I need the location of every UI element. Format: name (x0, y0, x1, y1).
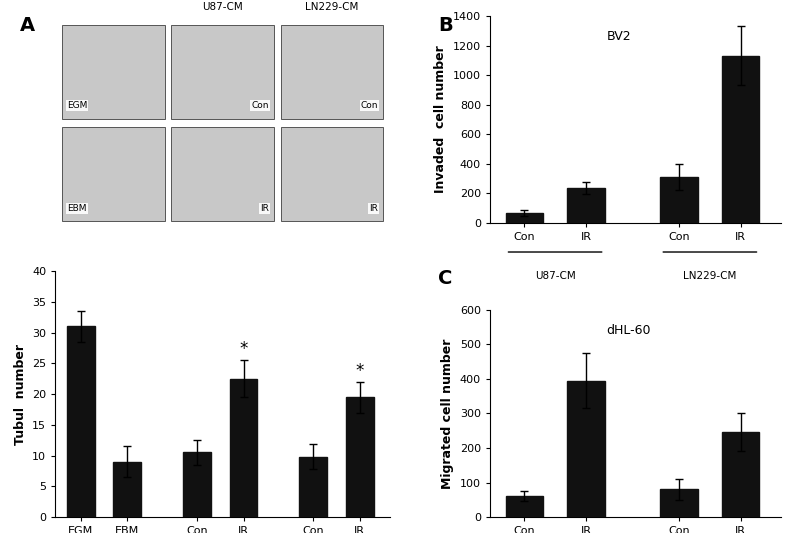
FancyBboxPatch shape (171, 127, 274, 221)
Text: *: * (239, 341, 248, 358)
FancyBboxPatch shape (281, 127, 383, 221)
Text: U87-CM: U87-CM (202, 2, 243, 12)
Text: IR: IR (260, 204, 269, 213)
Bar (567, 188, 604, 223)
Y-axis label: Migrated cell number: Migrated cell number (441, 338, 454, 489)
Bar (299, 457, 327, 517)
Bar (660, 489, 697, 517)
Bar (114, 462, 141, 517)
Bar (346, 397, 374, 517)
Bar (722, 432, 760, 517)
Text: dHL-60: dHL-60 (607, 325, 651, 337)
Text: BV2: BV2 (607, 30, 631, 44)
Text: LN229-CM: LN229-CM (683, 271, 737, 281)
Text: C: C (438, 269, 452, 288)
Text: EGM: EGM (67, 101, 88, 110)
Bar (660, 177, 697, 223)
Text: EBM: EBM (67, 204, 87, 213)
Y-axis label: Invaded  cell number: Invaded cell number (435, 46, 447, 193)
Bar (506, 496, 543, 517)
Text: IR: IR (369, 204, 378, 213)
Bar (230, 379, 257, 517)
Bar (183, 453, 211, 517)
FancyBboxPatch shape (281, 25, 383, 119)
Text: A: A (20, 16, 35, 35)
Y-axis label: Tubul  number: Tubul number (13, 344, 27, 445)
Bar (67, 327, 95, 517)
FancyBboxPatch shape (62, 25, 165, 119)
Text: Con: Con (361, 101, 378, 110)
Text: U87-CM: U87-CM (535, 271, 575, 281)
FancyBboxPatch shape (171, 25, 274, 119)
Text: LN229-CM: LN229-CM (305, 2, 359, 12)
Text: Con: Con (252, 101, 269, 110)
Bar (506, 213, 543, 223)
FancyBboxPatch shape (62, 127, 165, 221)
Bar (567, 381, 604, 517)
Text: B: B (438, 16, 453, 35)
Bar (722, 56, 760, 223)
Text: *: * (356, 362, 364, 380)
